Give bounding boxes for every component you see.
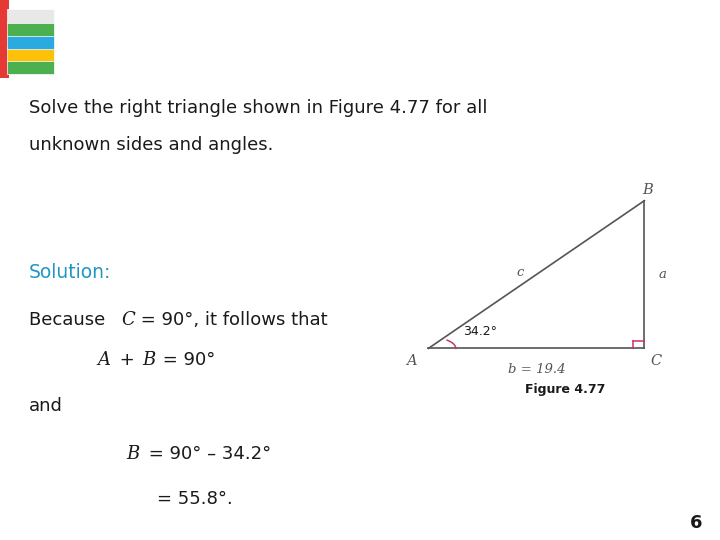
Text: Figure 4.77: Figure 4.77 (525, 383, 606, 396)
Text: = 90°, it follows that: = 90°, it follows that (135, 312, 328, 329)
Text: Solution:: Solution: (29, 263, 111, 282)
FancyBboxPatch shape (7, 47, 55, 61)
Text: B: B (642, 183, 653, 197)
Text: and: and (29, 397, 63, 415)
Text: = 55.8°.: = 55.8°. (157, 490, 233, 508)
Text: Because: Because (29, 312, 111, 329)
Text: unknown sides and angles.: unknown sides and angles. (29, 136, 273, 154)
FancyBboxPatch shape (0, 0, 9, 78)
FancyBboxPatch shape (7, 22, 55, 36)
Text: 34.2°: 34.2° (463, 325, 497, 338)
Text: Solve the right triangle shown in Figure 4.77 for all: Solve the right triangle shown in Figure… (29, 99, 487, 117)
Text: b = 19.4: b = 19.4 (508, 363, 565, 376)
FancyBboxPatch shape (7, 9, 55, 23)
Text: = 90° – 34.2°: = 90° – 34.2° (143, 446, 271, 463)
Text: A: A (97, 350, 110, 369)
Text: = 90°: = 90° (157, 350, 215, 369)
Text: B: B (126, 446, 139, 463)
Text: +: + (114, 350, 140, 369)
Text: 6: 6 (690, 514, 702, 532)
FancyBboxPatch shape (7, 35, 55, 49)
Text: a: a (659, 268, 667, 281)
FancyBboxPatch shape (7, 60, 55, 75)
Text: B: B (143, 350, 156, 369)
Text: c: c (517, 266, 524, 279)
Text: C: C (650, 354, 662, 368)
Text: C: C (121, 312, 135, 329)
Text: Example 1 – Solving a Right Triangle: Example 1 – Solving a Right Triangle (40, 31, 608, 59)
Text: A: A (406, 354, 417, 368)
